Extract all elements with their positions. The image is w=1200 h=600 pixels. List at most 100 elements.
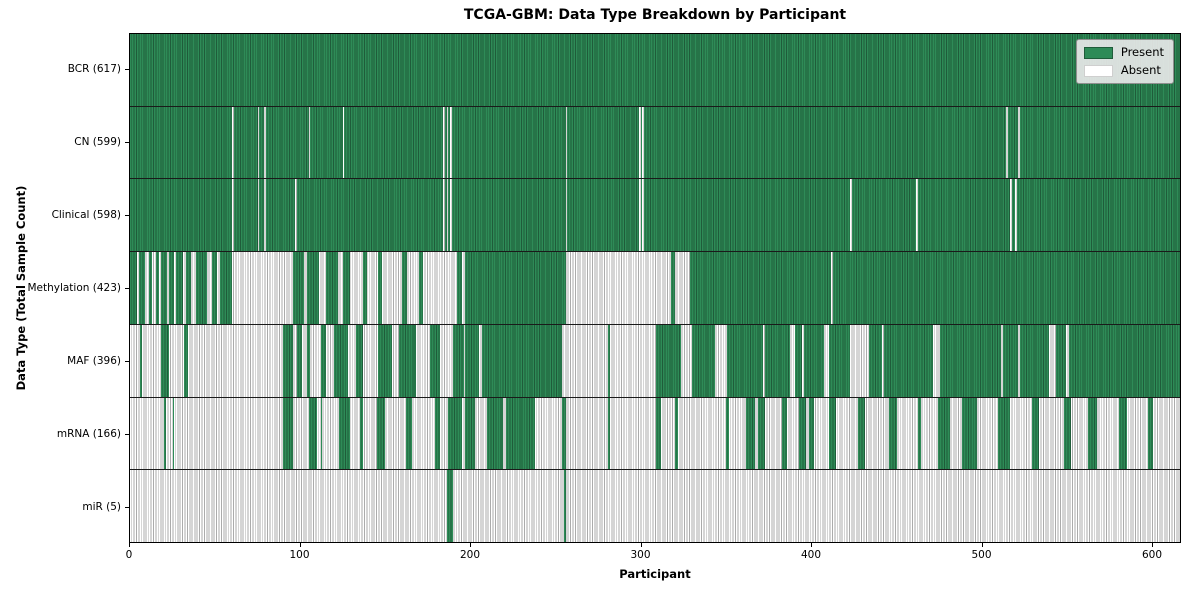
present-segment (259, 179, 265, 252)
present-segment (283, 397, 294, 470)
x-tick-mark (981, 543, 983, 547)
present-segment (363, 252, 367, 324)
present-segment (308, 397, 318, 470)
present-segment (1088, 397, 1097, 470)
x-tick-mark (811, 543, 812, 547)
y-tick-label-maf: MAF (396) (67, 354, 121, 367)
present-segment (293, 252, 304, 324)
present-segment (563, 470, 566, 543)
y-tick-mark (125, 69, 129, 71)
present-segment (453, 324, 464, 397)
present-segment (1055, 324, 1066, 397)
present-segment (465, 324, 479, 397)
present-segment (184, 324, 188, 397)
legend-item-absent: Absent (1083, 63, 1164, 77)
present-segment (448, 106, 450, 179)
present-segment (757, 397, 765, 470)
present-segment (378, 252, 382, 324)
present-segment (405, 397, 413, 470)
present-segment (482, 324, 563, 397)
present-segment (465, 397, 476, 470)
present-segment (172, 397, 175, 470)
present-segment (310, 106, 343, 179)
present-segment (1069, 324, 1180, 397)
present-segment (446, 470, 454, 543)
y-tick-label-cn: CN (599) (74, 136, 121, 149)
x-tick-label-600: 600 (1141, 549, 1163, 561)
present-segment (130, 252, 137, 324)
present-segment (130, 106, 233, 179)
present-segment (608, 397, 610, 470)
chart-title: TCGA-GBM: Data Type Breakdown by Partici… (463, 7, 847, 23)
present-segment (798, 397, 806, 470)
x-tick-label-500: 500 (971, 549, 992, 561)
present-segment (1020, 324, 1049, 397)
present-segment (211, 252, 217, 324)
heatmap-row-clinical (130, 179, 1180, 253)
present-segment (917, 397, 922, 470)
present-segment (997, 397, 1010, 470)
present-segment (562, 397, 566, 470)
present-segment (803, 324, 825, 397)
present-segment (689, 252, 832, 324)
present-segment (169, 252, 175, 324)
y-tick-label-mrna: mRNA (166) (56, 427, 121, 440)
x-tick-label-200: 200 (459, 549, 481, 561)
legend: Present Absent (1075, 39, 1174, 84)
present-segment (306, 324, 311, 397)
present-segment (674, 397, 678, 470)
present-segment (938, 397, 951, 470)
heatmap-row-mrna (130, 397, 1180, 471)
present-segment (917, 179, 1010, 252)
y-tick-mark (125, 142, 129, 144)
x-tick-label-100: 100 (289, 549, 310, 561)
present-segment (320, 397, 323, 470)
present-segment (608, 324, 610, 397)
present-segment (186, 252, 192, 324)
present-segment (1031, 397, 1039, 470)
present-segment (259, 106, 265, 179)
present-segment (160, 324, 170, 397)
present-segment (306, 252, 319, 324)
legend-absent-label: Absent (1120, 63, 1161, 77)
y-tick-label-bcr: BCR (617) (67, 63, 121, 76)
present-segment (266, 106, 309, 179)
present-segment (829, 397, 837, 470)
present-segment (1020, 106, 1180, 179)
present-segment (640, 106, 643, 179)
x-tick-mark (1152, 543, 1153, 547)
present-segment (155, 252, 159, 324)
heatmap-row-cn (130, 106, 1180, 180)
present-segment (344, 106, 444, 179)
heatmap-row-maf (130, 324, 1180, 398)
present-segment (1008, 106, 1019, 179)
present-segment (444, 106, 447, 179)
present-segment (434, 397, 440, 470)
x-tick-mark (299, 543, 301, 547)
present-segment (130, 34, 1180, 106)
present-segment (487, 397, 503, 470)
heatmap-row-mir (130, 470, 1180, 543)
y-tick-mark (125, 360, 129, 362)
present-segment (138, 252, 146, 324)
present-segment (858, 397, 866, 470)
present-segment (851, 179, 917, 252)
present-segment (233, 106, 258, 179)
present-segment (868, 324, 883, 397)
present-segment (567, 179, 639, 252)
plot-area: Present Absent (129, 33, 1181, 543)
heatmap-row-bcr (130, 34, 1180, 107)
present-segment (655, 397, 661, 470)
present-segment (342, 252, 350, 324)
present-segment (506, 397, 536, 470)
present-segment (1118, 397, 1128, 470)
heatmap-rows (130, 34, 1180, 543)
present-segment (643, 179, 850, 252)
present-segment (378, 324, 393, 397)
present-segment (691, 324, 716, 397)
present-segment (888, 397, 898, 470)
heatmap-row-methylation (130, 252, 1180, 325)
y-tick-label-methylation: Methylation (423) (27, 282, 121, 294)
present-segment (962, 397, 978, 470)
